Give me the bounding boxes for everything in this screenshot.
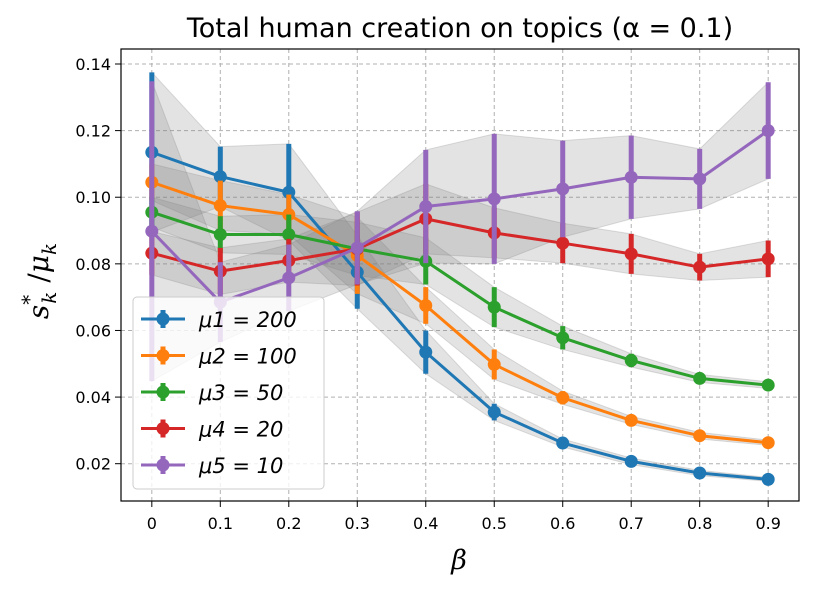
data-point <box>419 298 433 312</box>
data-point <box>693 172 707 186</box>
data-point <box>624 170 638 184</box>
data-point <box>487 300 501 314</box>
data-point <box>556 182 570 196</box>
data-point <box>624 454 638 468</box>
legend-marker <box>156 385 170 399</box>
legend-marker <box>156 422 170 435</box>
x-tick-label: 0.7 <box>618 514 643 533</box>
data-point <box>350 241 364 255</box>
data-point <box>761 436 775 450</box>
legend-marker <box>156 312 170 326</box>
data-point <box>487 357 501 371</box>
data-point <box>693 260 707 274</box>
series-line <box>151 180 769 445</box>
legend-label: μ3 = 50 <box>198 381 283 405</box>
data-point <box>556 236 570 250</box>
y-tick-label: 0.14 <box>75 55 111 74</box>
data-point <box>145 224 159 238</box>
data-point <box>213 228 227 242</box>
x-tick-label: 0.1 <box>208 514 233 533</box>
data-point <box>693 466 707 480</box>
series-line <box>151 217 769 273</box>
data-point <box>556 331 570 345</box>
data-point <box>624 413 638 427</box>
data-point <box>419 200 433 214</box>
ticks: 0 0.1 0.2 0.3 0.4 0.5 0.6 0.7 0.8 0.9 0.02 0.04 0.06… <box>75 55 781 533</box>
series-line <box>150 129 770 304</box>
data-point <box>624 353 638 367</box>
data-point <box>761 472 775 486</box>
legend: μ1 = 200 μ2 = 100 μ3 = 50 μ4 = 20 μ5 = 10 <box>132 296 325 490</box>
x-tick-label: 0.2 <box>276 514 301 533</box>
y-tick-label: 0.02 <box>75 455 111 474</box>
data-point <box>761 124 775 138</box>
legend-label: μ2 = 100 <box>198 345 297 369</box>
y-axis-label-text: s*k /μk <box>17 243 61 319</box>
x-tick-label: 0.4 <box>413 514 438 533</box>
axes-frame <box>120 48 800 502</box>
legend-marker <box>156 458 170 472</box>
legend-box <box>132 296 325 490</box>
data-point <box>282 228 296 242</box>
data-point <box>213 199 227 213</box>
x-tick-label: 0.9 <box>755 514 780 533</box>
y-tick-label: 0.08 <box>75 255 111 274</box>
y-tick-label: 0.04 <box>75 388 111 407</box>
data-point <box>693 429 707 443</box>
data-point <box>487 405 501 419</box>
legend-item-5: μ5 = 10 <box>141 454 283 478</box>
x-axis-label: β <box>450 545 467 576</box>
chart-title: Total human creation on topics (α = 0.1) <box>186 13 733 44</box>
series <box>145 72 775 486</box>
legend-item-3: μ3 = 50 <box>141 381 283 405</box>
series-line <box>151 210 769 387</box>
data-point <box>761 378 775 392</box>
x-tick-label: 0.8 <box>687 514 712 533</box>
plot-frame <box>120 48 800 502</box>
legend-label: μ1 = 200 <box>198 308 297 332</box>
legend-marker <box>156 349 170 362</box>
legend-item-1: μ1 = 200 <box>141 308 297 332</box>
data-point <box>282 271 296 285</box>
y-axis-label: s*k /μk <box>17 243 61 319</box>
x-tick-label: 0.6 <box>550 514 575 533</box>
legend-label: μ5 = 10 <box>198 454 283 478</box>
error-bands <box>151 71 769 482</box>
data-point <box>487 192 501 206</box>
data-point <box>419 345 433 359</box>
data-point <box>693 371 707 385</box>
data-point <box>556 391 570 405</box>
data-point <box>213 170 227 184</box>
x-tick-label: 0 <box>147 514 157 533</box>
data-point <box>624 247 638 261</box>
data-point <box>556 436 570 450</box>
legend-item-2: μ2 = 100 <box>141 345 297 369</box>
x-tick-label: 0.5 <box>482 514 507 533</box>
y-tick-label: 0.12 <box>75 122 111 141</box>
y-tick-label: 0.10 <box>75 188 111 207</box>
x-tick-label: 0.3 <box>345 514 370 533</box>
y-tick-label: 0.06 <box>75 321 111 340</box>
legend-label: μ4 = 20 <box>198 418 283 442</box>
data-point <box>761 252 775 266</box>
data-point <box>282 185 296 199</box>
legend-item-4: μ4 = 20 <box>141 418 283 442</box>
series-line <box>151 150 769 481</box>
